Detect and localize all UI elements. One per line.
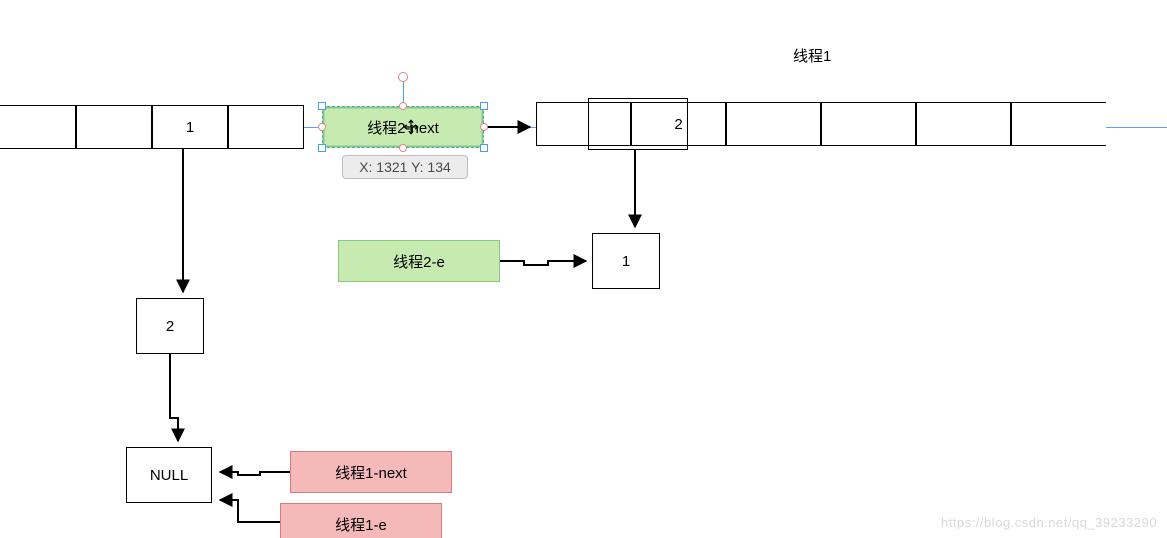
node-label: 线程1-e	[335, 514, 387, 535]
watermark-text: https://blog.csdn.net/qq_39233290	[941, 515, 1157, 530]
resize-handle-bm[interactable]	[399, 144, 407, 152]
tooltip-text: X: 1321 Y: 134	[359, 159, 451, 175]
node-thread2-next-selected[interactable]: 线程2-next	[322, 106, 484, 148]
node-label: 线程2-e	[393, 251, 445, 272]
node-null[interactable]: NULL	[126, 447, 212, 503]
array-left-cell[interactable]	[76, 105, 152, 149]
resize-handle-mr[interactable]	[480, 123, 488, 131]
array-left-cell[interactable]	[228, 105, 304, 149]
thread1-title: 线程1	[793, 45, 831, 66]
resize-handle-tr[interactable]	[480, 102, 488, 110]
node-label: 线程2-next	[367, 117, 439, 138]
node-label: 1	[622, 253, 630, 270]
node-thread1-e[interactable]: 线程1-e	[280, 503, 442, 538]
node-thread2-e[interactable]: 线程2-e	[338, 240, 500, 282]
node-thread1-next[interactable]: 线程1-next	[290, 451, 452, 493]
array-left-cell[interactable]: 1	[152, 105, 228, 149]
edge-node2-down-to-null	[170, 354, 178, 441]
node-label: 2	[166, 318, 174, 335]
resize-handle-tm[interactable]	[399, 102, 407, 110]
edge-thread2e-to-1	[500, 261, 586, 265]
rotation-handle-icon[interactable]	[398, 72, 408, 82]
node-1[interactable]: 1	[592, 233, 660, 289]
resize-handle-ml[interactable]	[318, 123, 326, 131]
array-right-cell[interactable]	[1011, 102, 1106, 146]
edge-t1e-to-null-area	[220, 500, 280, 522]
node-label: 线程1-next	[335, 462, 407, 483]
edge-t1next-to-null	[220, 472, 290, 475]
node-label: NULL	[150, 467, 188, 484]
array-right-cell[interactable]	[916, 102, 1011, 146]
resize-handle-br[interactable]	[480, 144, 488, 152]
array-left: 1	[0, 105, 304, 149]
array-right-cell[interactable]	[821, 102, 916, 146]
array-right-inner-frame	[588, 98, 688, 150]
position-tooltip: X: 1321 Y: 134	[342, 155, 468, 179]
diagram-canvas: 线程1 1 2 线程2-e 1 2 NULL 线程1-next 线程1-e 线程…	[0, 0, 1167, 538]
array-right-cell[interactable]	[726, 102, 821, 146]
array-left-cell[interactable]	[0, 105, 76, 149]
resize-handle-bl[interactable]	[318, 144, 326, 152]
array-right: 2	[536, 102, 1106, 146]
node-2[interactable]: 2	[136, 298, 204, 354]
resize-handle-tl[interactable]	[318, 102, 326, 110]
